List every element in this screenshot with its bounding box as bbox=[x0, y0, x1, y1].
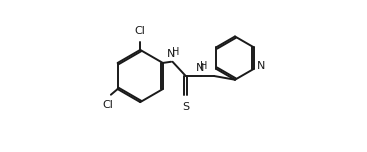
Text: N: N bbox=[167, 48, 176, 59]
Text: Cl: Cl bbox=[135, 26, 146, 36]
Text: N: N bbox=[257, 61, 265, 71]
Text: H: H bbox=[200, 61, 207, 71]
Text: S: S bbox=[182, 102, 189, 112]
Text: N: N bbox=[196, 63, 204, 73]
Text: H: H bbox=[171, 47, 179, 57]
Text: Cl: Cl bbox=[102, 100, 113, 109]
